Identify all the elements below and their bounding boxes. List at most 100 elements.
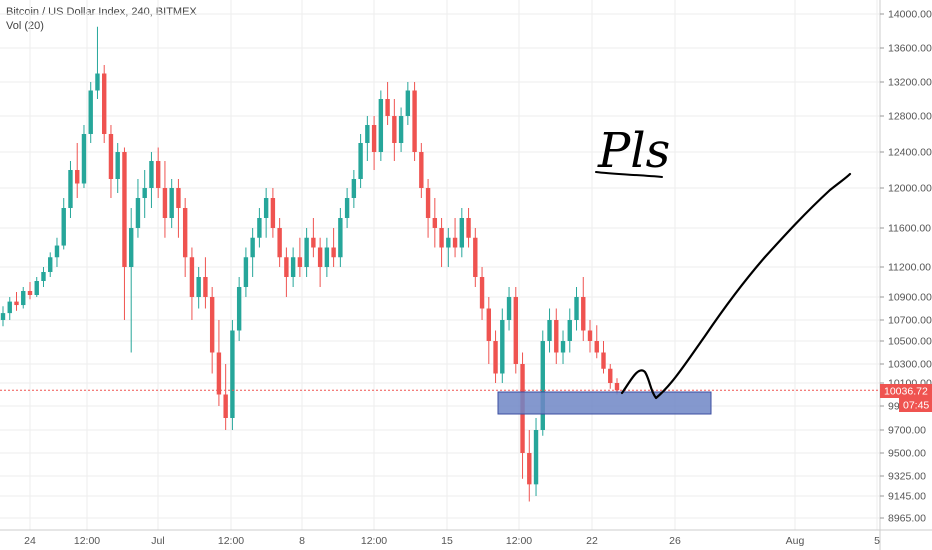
support-zone-box[interactable]: [497, 391, 712, 415]
candle-up: [81, 134, 87, 184]
candle-up: [358, 143, 363, 179]
candle-up: [230, 330, 235, 418]
candle-down: [203, 277, 208, 297]
current-price-value: 10036.72: [884, 386, 928, 398]
candle-up: [54, 245, 60, 258]
candle-up: [169, 188, 174, 218]
price-tick-label: 10700.00: [888, 315, 932, 327]
candle-up: [405, 90, 411, 116]
price-tick-label: 10300.00: [888, 359, 932, 371]
candle-up: [365, 125, 370, 143]
candle-down: [331, 247, 336, 258]
candle-up: [95, 73, 100, 91]
candle-up: [68, 170, 73, 208]
candle-up: [500, 320, 505, 374]
candle-up: [128, 228, 134, 267]
pls-annotation: Pls: [597, 123, 670, 179]
candle-up: [196, 277, 201, 297]
price-tick-label: 9500.00: [888, 448, 926, 460]
candle-down: [223, 394, 228, 418]
candle-down: [594, 341, 599, 353]
candle-up: [257, 218, 262, 238]
time-tick-label: 12:00: [218, 535, 244, 547]
candle-down: [412, 90, 417, 152]
candle-up: [567, 320, 572, 341]
hand-drawn-annotation: Pls: [595, 123, 852, 400]
candle-up: [115, 152, 120, 179]
candle-down: [162, 188, 168, 218]
price-tick-label: 9700.00: [888, 425, 926, 437]
time-tick-label: 5: [874, 535, 880, 547]
time-tick-label: Jul: [151, 535, 164, 547]
candle-up: [149, 161, 154, 188]
price-tick-label: 9145.00: [888, 491, 926, 503]
candle-down: [75, 170, 80, 184]
grid-lines: [0, 0, 880, 530]
candle-up: [344, 198, 350, 218]
price-tick-label: 12000.00: [888, 183, 932, 195]
candle-up: [263, 198, 269, 218]
candle-down: [108, 134, 114, 179]
candle-down: [473, 237, 478, 277]
candle-up: [351, 179, 357, 198]
price-tick-label: 9325.00: [888, 471, 926, 483]
candle-down: [311, 237, 316, 248]
candle-up: [574, 297, 579, 320]
countdown-timer: 07:45: [903, 400, 929, 412]
candle-down: [581, 297, 586, 331]
candle-down: [513, 297, 518, 364]
candle-down: [284, 257, 289, 277]
candle-up: [324, 247, 330, 267]
candle-up: [88, 90, 93, 134]
time-axis[interactable]: 24 12:00 Jul 12:00 8 12:00 15 12:00 22 26 Aug 5: [24, 535, 880, 547]
candle-up: [236, 287, 242, 331]
candle-down: [486, 308, 492, 341]
candle-up: [34, 281, 39, 295]
candle-down: [479, 277, 485, 309]
candle-down: [466, 218, 471, 238]
candle-down: [587, 330, 593, 341]
pls-underline: [595, 171, 663, 178]
candle-down: [317, 247, 323, 267]
symbol-title: Bitcoin / US Dollar Index, 240, BITMEX: [6, 6, 197, 18]
price-tick-label: 12800.00: [888, 111, 932, 123]
candle-up: [304, 237, 309, 267]
time-tick-label: 24: [24, 535, 36, 547]
price-axis[interactable]: 14000.00 13600.00 13200.00 12800.00 12400.00…: [880, 9, 932, 525]
candle-down: [102, 73, 107, 134]
time-tick-label: 8: [299, 535, 305, 547]
candle-down: [270, 198, 276, 228]
price-tick-label: 10900.00: [888, 292, 932, 304]
candle-down: [371, 125, 377, 152]
price-tick-label: 12400.00: [888, 147, 932, 159]
price-tick-label: 11200.00: [888, 262, 931, 274]
price-tick-label: 11600.00: [888, 223, 931, 235]
candle-up: [61, 208, 66, 246]
current-price-label: 10036.72 07:45: [880, 384, 932, 412]
candle-up: [378, 99, 384, 152]
candle-down: [419, 152, 424, 188]
price-tick-label: 10500.00: [888, 336, 932, 348]
candle-down: [216, 352, 222, 395]
candle-down: [614, 383, 620, 391]
candle-up: [290, 257, 296, 277]
time-tick-label: Aug: [786, 535, 805, 547]
price-tick-label: 99: [888, 401, 900, 413]
candle-up: [547, 320, 552, 341]
candle-down: [527, 453, 532, 485]
price-tick-label: 14000.00: [888, 9, 932, 21]
candle-up: [0, 313, 6, 320]
candle-down: [432, 218, 438, 228]
candle-down: [608, 368, 613, 383]
candle-up: [446, 237, 451, 248]
candle-down: [439, 228, 444, 248]
candle-down: [452, 237, 458, 248]
candle-up: [560, 341, 566, 353]
candle-up: [338, 218, 343, 258]
candle-down: [392, 116, 397, 143]
price-tick-label: 13600.00: [888, 43, 932, 55]
candle-up: [250, 237, 255, 258]
time-tick-label: 15: [441, 535, 453, 547]
candle-down: [297, 257, 303, 267]
